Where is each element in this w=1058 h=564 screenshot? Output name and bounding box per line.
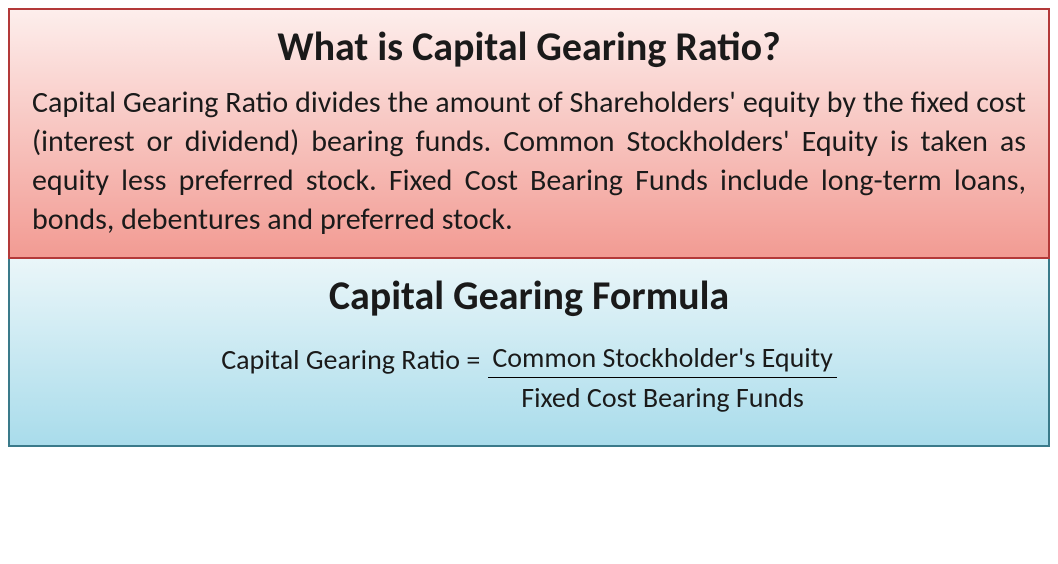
formula-panel: Capital Gearing Formula Capital Gearing … [8,259,1050,447]
definition-title: What is Capital Gearing Ratio? [32,22,1026,71]
formula-denominator: Fixed Cost Bearing Funds [521,378,804,415]
formula-rhs: Common Stockholder's Equity Fixed Cost B… [488,340,836,415]
formula-lhs: Capital Gearing Ratio = [221,340,480,377]
infographic-container: What is Capital Gearing Ratio? Capital G… [0,0,1058,564]
formula-title: Capital Gearing Formula [32,271,1026,320]
formula-numerator: Common Stockholder's Equity [488,340,836,378]
definition-body: Capital Gearing Ratio divides the amount… [32,83,1026,239]
formula-expression: Capital Gearing Ratio = Common Stockhold… [32,340,1026,415]
definition-panel: What is Capital Gearing Ratio? Capital G… [8,8,1050,259]
